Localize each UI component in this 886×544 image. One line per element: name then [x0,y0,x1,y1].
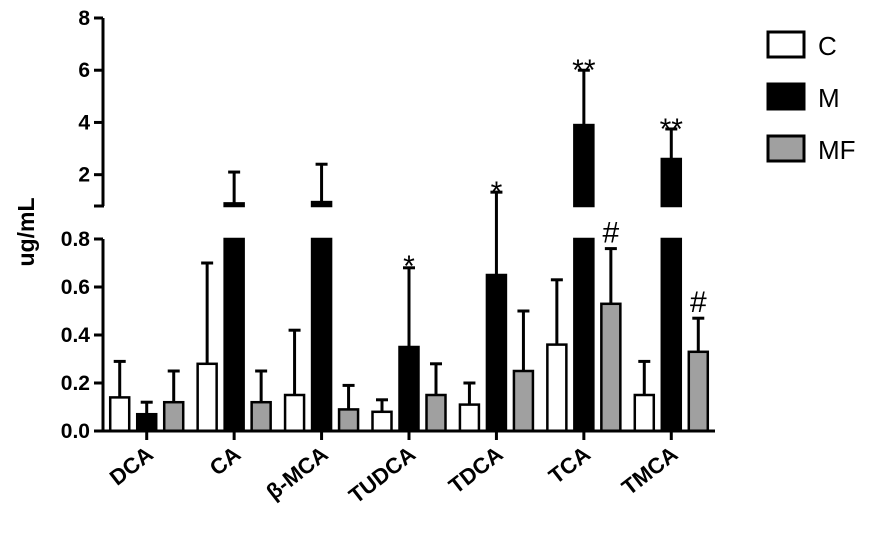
y-axis-title: ug/mL [13,198,39,267]
annotation-m-tdca: * [491,176,503,209]
bar-upper-m-tca [573,123,595,208]
bar-m-mca [310,237,333,433]
legend-swatch-m [766,82,806,111]
y-tick-label: 2 [78,164,90,187]
legend-swatch-c [766,30,806,59]
x-tick-label-mca: β-MCA [261,441,332,504]
y-tick-label: 0.2 [61,372,90,395]
annotation-mf-tmca: # [690,286,707,319]
y-tick-label: 6 [78,59,90,82]
bar-m-tmca [660,237,683,433]
bars: ****#**# [108,54,710,433]
bar-mf-tdca [512,369,535,433]
bar-mf-tca [600,302,622,433]
y-tick-label: 0.4 [61,324,91,347]
x-tick-label-tudca: TUDCA [344,441,420,508]
y-tick-label: 8 [78,7,90,30]
bar-c-mca [283,393,306,433]
x-tick-label-ca: CA [205,441,246,480]
bar-c-dca [108,396,131,433]
bar-m-tudca [398,345,420,433]
legend-swatch-mf [766,134,806,163]
legend-label-c: C [818,31,837,61]
bar-m-ca [223,237,245,433]
annotation-mf-tca: # [603,217,620,250]
y-tick-label: 0.6 [61,276,90,299]
bar-c-ca [196,362,218,433]
annotation-m-tmca: ** [660,113,684,146]
y-tick-label: 4 [78,111,90,134]
legend-label-mf: MF [818,135,856,165]
bar-c-tdca [458,403,481,433]
bar-mf-tmca [687,350,710,433]
x-tick-label-tdca: TDCA [444,441,508,498]
y-tick-label: 0.0 [61,420,90,443]
bar-mf-tudca [425,393,447,433]
x-tick-label-tca: TCA [544,441,595,489]
y-tick-label: 0.8 [61,228,91,251]
bar-upper-m-tmca [660,157,683,208]
y-axis: 0.0 0.2 0.4 0.6 0.8 2 4 6 8 [61,7,105,443]
bar-m-tdca [485,273,508,433]
bar-c-tudca [371,410,393,433]
bar-mf-ca [250,400,272,433]
annotation-m-tudca: * [403,250,415,283]
bar-upper-m-mca [310,200,333,208]
bar-c-tmca [633,393,656,433]
bar-upper-m-ca [223,202,245,208]
annotation-m-tca: ** [572,54,596,87]
bar-mf-dca [162,400,185,433]
bar-mf-mca [337,408,360,433]
legend-label-m: M [818,83,840,113]
x-tick-label-dca: DCA [105,441,158,490]
bar-m-dca [135,412,158,433]
bar-c-tca [546,343,568,433]
x-axis: DCA CA β-MCA TUDCA TDCA TCA TMCA [103,429,715,508]
bar-m-tca [573,237,595,433]
x-tick-label-tmca: TMCA [617,441,683,500]
legend: CM MF [766,30,856,165]
